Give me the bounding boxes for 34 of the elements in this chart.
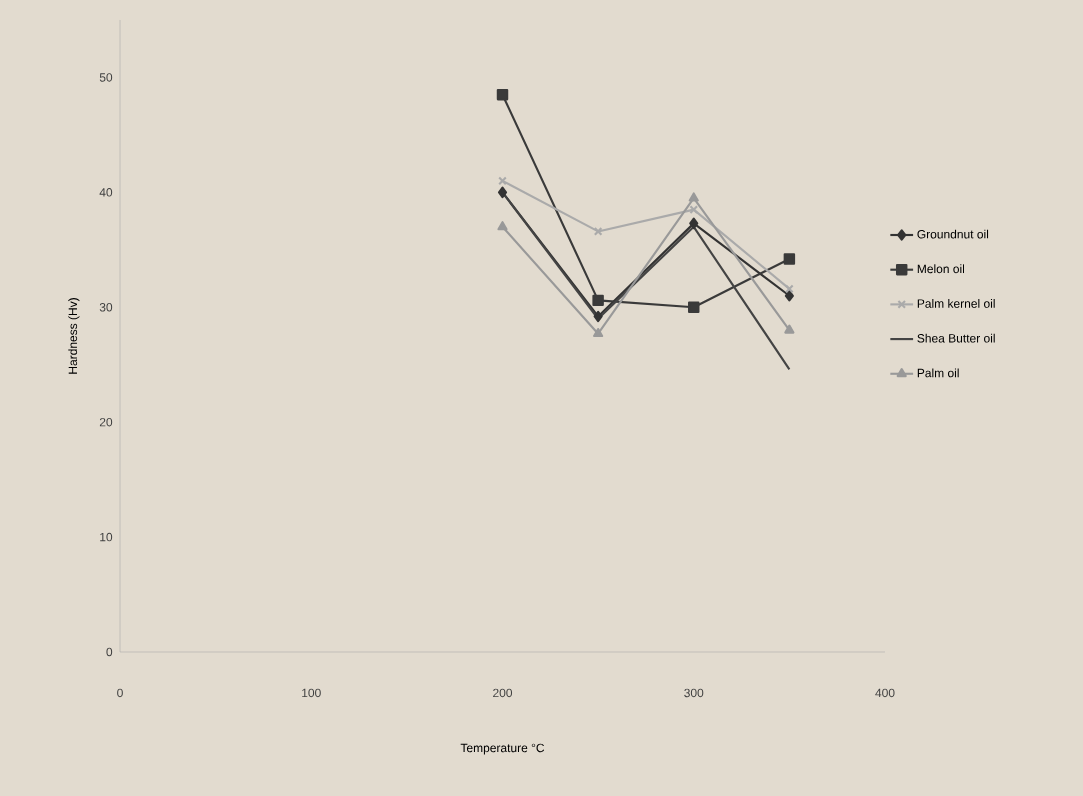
point: [785, 284, 794, 294]
legend-label: Shea Butter oil: [917, 333, 995, 343]
legend-label: Palm kernel oil: [917, 299, 995, 308]
x-tick-label: 100: [302, 688, 321, 698]
y-tick-label: 30: [99, 303, 113, 312]
point: [593, 227, 603, 236]
point: [688, 301, 700, 313]
point: [593, 310, 603, 323]
point: [784, 290, 794, 302]
point: [496, 88, 509, 101]
point: [498, 176, 507, 186]
x-tick-label: 200: [493, 688, 513, 698]
legend-label: Groundnut oil: [917, 229, 989, 239]
point: [593, 327, 604, 338]
point: [688, 192, 699, 202]
point: [783, 253, 796, 265]
point: [497, 221, 508, 231]
point: [784, 324, 795, 334]
x-tick-label: 400: [875, 688, 895, 698]
x-tick-label: 0: [117, 688, 123, 698]
y-tick-label: 20: [99, 417, 113, 427]
point: [689, 217, 699, 230]
y-tick-label: 10: [100, 532, 113, 542]
point: [592, 294, 604, 307]
legend-label: Melon oil: [917, 264, 965, 274]
y-tick-label: 50: [99, 73, 113, 82]
y-tick-label: 0: [106, 647, 113, 657]
y-axis-title: Hardness (Hv): [68, 298, 80, 374]
legend-label: Palm oil: [917, 368, 959, 378]
point: [689, 205, 699, 214]
x-tick-label: 300: [684, 688, 704, 698]
x-axis-title: Temperature °C: [460, 743, 545, 755]
point: [497, 186, 508, 199]
y-tick-label: 40: [99, 188, 113, 197]
